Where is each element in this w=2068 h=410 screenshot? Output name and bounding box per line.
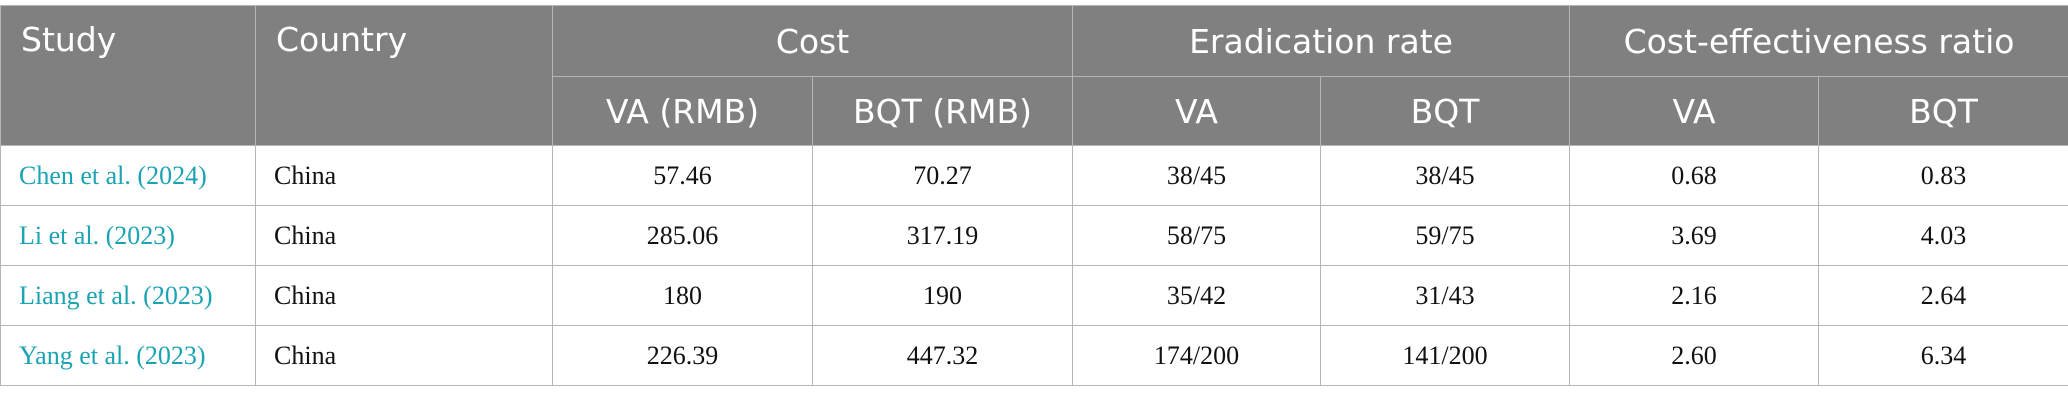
subheader-cell: VA (RMB) [553,77,813,146]
value-cell: 31/43 [1321,266,1570,326]
value-cell: 6.34 [1819,326,2068,386]
subheader-cell: VA [1073,77,1321,146]
header-cell: Country [256,6,553,146]
study-link[interactable]: Li et al. (2023) [1,206,256,266]
study-link[interactable]: Chen et al. (2024) [1,146,256,206]
page-body: {"table":{"header":{"study":"Study","cou… [0,5,2068,410]
country-cell: China [256,266,553,326]
value-cell: 2.16 [1570,266,1819,326]
subheader-cell: BQT [1321,77,1570,146]
value-cell: 2.60 [1570,326,1819,386]
value-cell: 57.46 [553,146,813,206]
subheader-cell: BQT (RMB) [813,77,1073,146]
group-header: Eradication rate [1073,6,1570,77]
value-cell: 35/42 [1073,266,1321,326]
country-cell: China [256,326,553,386]
country-cell: China [256,146,553,206]
value-cell: 58/75 [1073,206,1321,266]
header-cell: Study [1,6,256,146]
value-cell: 0.83 [1819,146,2068,206]
value-cell: 174/200 [1073,326,1321,386]
subheader-cell: VA [1570,77,1819,146]
value-cell: 317.19 [813,206,1073,266]
value-cell: 0.68 [1570,146,1819,206]
value-cell: 38/45 [1321,146,1570,206]
value-cell: 180 [553,266,813,326]
value-cell: 4.03 [1819,206,2068,266]
value-cell: 38/45 [1073,146,1321,206]
value-cell: 70.27 [813,146,1073,206]
group-header: Cost [553,6,1073,77]
group-header: Cost-effectiveness ratio [1570,6,2068,77]
study-link[interactable]: Liang et al. (2023) [1,266,256,326]
value-cell: 141/200 [1321,326,1570,386]
value-cell: 190 [813,266,1073,326]
value-cell: 3.69 [1570,206,1819,266]
value-cell: 447.32 [813,326,1073,386]
country-cell: China [256,206,553,266]
study-link[interactable]: Yang et al. (2023) [1,326,256,386]
value-cell: 59/75 [1321,206,1570,266]
value-cell: 285.06 [553,206,813,266]
value-cell: 226.39 [553,326,813,386]
subheader-cell: BQT [1819,77,2068,146]
value-cell: 2.64 [1819,266,2068,326]
